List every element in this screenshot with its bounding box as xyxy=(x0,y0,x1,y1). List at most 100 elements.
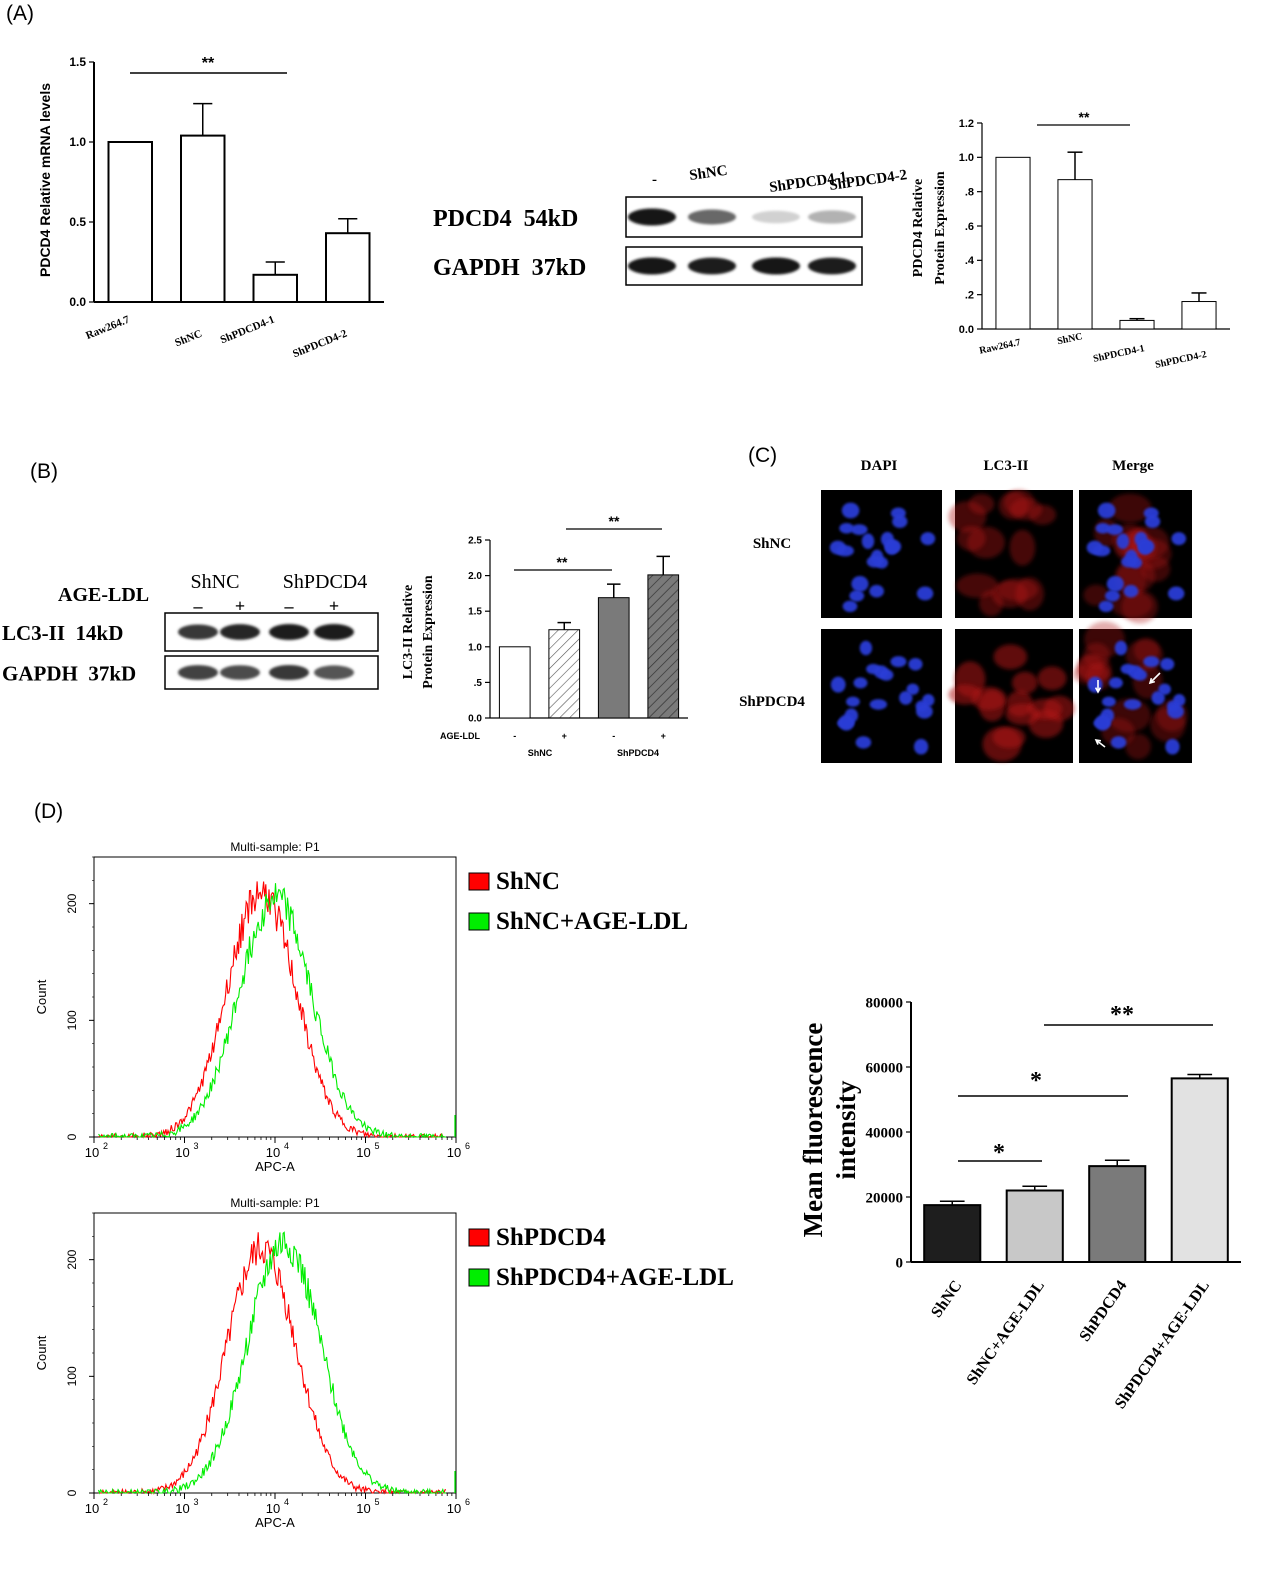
flow-histogram-1: Multi-sample: P1 10 2 10 3 10 4 10 5 10 6 0 100 200 AP… xyxy=(34,840,688,1174)
group-label: ShPDCD4 xyxy=(283,571,367,593)
x-tick-exponent: 6 xyxy=(465,1141,470,1151)
dapi-nucleus xyxy=(842,600,858,612)
dapi-nucleus xyxy=(1121,555,1138,568)
dapi-nucleus xyxy=(1171,532,1187,546)
dapi-nucleus xyxy=(1123,584,1139,598)
y-tick-label: .8 xyxy=(965,187,974,199)
dapi-nucleus xyxy=(1095,523,1111,534)
significance-marker: ** xyxy=(557,554,568,570)
dapi-nucleus xyxy=(920,532,936,546)
y-tick-label: 1.2 xyxy=(959,118,974,130)
x-axis-label: AGE-LDL xyxy=(440,731,480,741)
dapi-nucleus xyxy=(866,663,881,675)
blot-band xyxy=(220,665,260,680)
panel-label-d: (D) xyxy=(34,800,63,823)
dapi-nucleus xyxy=(1160,657,1175,671)
dapi-nucleus xyxy=(1133,669,1148,681)
y-axis-label: intensity xyxy=(831,1080,861,1180)
x-tick-label: ShPDCD4+AGE-LDL xyxy=(1112,1278,1213,1412)
x-tick-exponent: 5 xyxy=(375,1141,380,1151)
y-tick-label: 80000 xyxy=(866,995,904,1011)
y-tick-label: 2.0 xyxy=(468,571,482,582)
bar xyxy=(597,597,630,719)
x-tick-label: ShNC xyxy=(1056,331,1083,347)
microscopy-grid-c: DAPI LC3-II Merge ShNC ShPDCD4 xyxy=(739,458,1192,763)
dapi-nucleus xyxy=(1158,683,1171,695)
blot-band xyxy=(628,257,676,275)
dapi-nucleus xyxy=(1097,502,1116,519)
histogram-series-1 xyxy=(98,883,446,1139)
blot-band xyxy=(628,208,676,226)
lc3-signal xyxy=(1083,584,1110,606)
significance-marker: ** xyxy=(609,513,620,529)
dapi-nucleus xyxy=(1106,524,1123,535)
arrow-icon xyxy=(1095,739,1106,748)
dapi-nucleus xyxy=(859,640,873,656)
dapi-nucleus xyxy=(884,539,902,554)
dapi-nucleus xyxy=(829,540,846,555)
blot-band xyxy=(752,210,800,224)
y-tick-label: 0.0 xyxy=(468,714,482,725)
dapi-nucleus xyxy=(838,714,855,731)
bar xyxy=(1005,1189,1064,1263)
flow-histogram-2: Multi-sample: P1 10 2 10 3 10 4 10 5 10 6 0 100 200 AP… xyxy=(34,1196,734,1530)
treatment-sign: + xyxy=(329,596,339,616)
dapi-nucleus xyxy=(841,502,860,519)
dapi-nucleus xyxy=(830,676,846,693)
x-tick-label: ShPDCD4-1 xyxy=(1092,343,1145,365)
bar xyxy=(1088,1165,1147,1263)
column-header: DAPI xyxy=(861,458,898,474)
blot-band xyxy=(752,257,800,275)
arrow-icon xyxy=(1094,738,1102,745)
dapi-nucleus xyxy=(1105,590,1120,602)
dapi-nucleus xyxy=(879,669,894,681)
y-axis-label: Protein Expression xyxy=(933,171,948,285)
legend-swatch xyxy=(468,1228,490,1247)
x-tick-label: ShNC xyxy=(928,1278,965,1321)
lc3-signal xyxy=(992,726,1026,749)
bar xyxy=(252,273,298,303)
chart-b-lc3: 0.0 .5 1.0 1.5 2.0 2.5 - + - + AGE-LDL ShNC ShPDCD4 L… xyxy=(401,513,688,758)
y-tick-label: 1.0 xyxy=(468,642,482,653)
bar xyxy=(923,1204,982,1263)
blot-band xyxy=(314,665,354,680)
y-tick-label: .4 xyxy=(965,255,975,267)
x-tick-label-base: 10 xyxy=(356,1145,370,1160)
chart-a-mrna: 0.0 0.5 1.0 1.5 Raw264.7 ShNC ShPDCD4-1 ShPDCD4… xyxy=(37,55,384,360)
x-tick-label: ShPDCD4 xyxy=(1076,1278,1130,1345)
x-tick-exponent: 2 xyxy=(103,1497,108,1507)
x-tick-label-base: 10 xyxy=(85,1501,99,1516)
x-tick-exponent: 4 xyxy=(284,1497,289,1507)
x-tick-label-base: 10 xyxy=(447,1145,461,1160)
y-axis-label: Mean fluorescence xyxy=(798,1023,828,1238)
y-axis-label: PDCD4 Relative mRNA levels xyxy=(37,83,53,277)
dapi-nucleus xyxy=(1123,699,1142,710)
lc3-signal xyxy=(956,526,986,551)
y-axis-label: PDCD4 Relative xyxy=(911,179,926,277)
x-tick-label-base: 10 xyxy=(266,1145,280,1160)
x-tick-label: ShNC xyxy=(173,328,204,350)
blot-band xyxy=(269,664,309,681)
dapi-nucleus xyxy=(861,533,875,549)
histogram-series-0 xyxy=(98,881,446,1139)
group-label: ShPDCD4 xyxy=(617,748,659,758)
lc3-signal xyxy=(1108,493,1152,523)
y-tick-label: 2.5 xyxy=(468,536,482,547)
y-axis-label: LC3-II Relative xyxy=(401,585,416,680)
chart-title: Multi-sample: P1 xyxy=(230,840,320,854)
blot-band xyxy=(178,624,218,640)
dapi-nucleus xyxy=(892,515,908,528)
lc3-signal xyxy=(997,578,1039,601)
y-tick-label: 0 xyxy=(65,1133,79,1140)
dapi-nucleus xyxy=(1114,640,1128,656)
blot-band xyxy=(688,257,736,275)
legend-swatch xyxy=(468,912,490,931)
x-tick-exponent: 4 xyxy=(284,1141,289,1151)
group-label: ShNC xyxy=(528,748,553,758)
dapi-nucleus xyxy=(1108,677,1123,689)
significance-marker: ** xyxy=(1110,1002,1134,1028)
panel-label-b: (B) xyxy=(30,460,58,483)
